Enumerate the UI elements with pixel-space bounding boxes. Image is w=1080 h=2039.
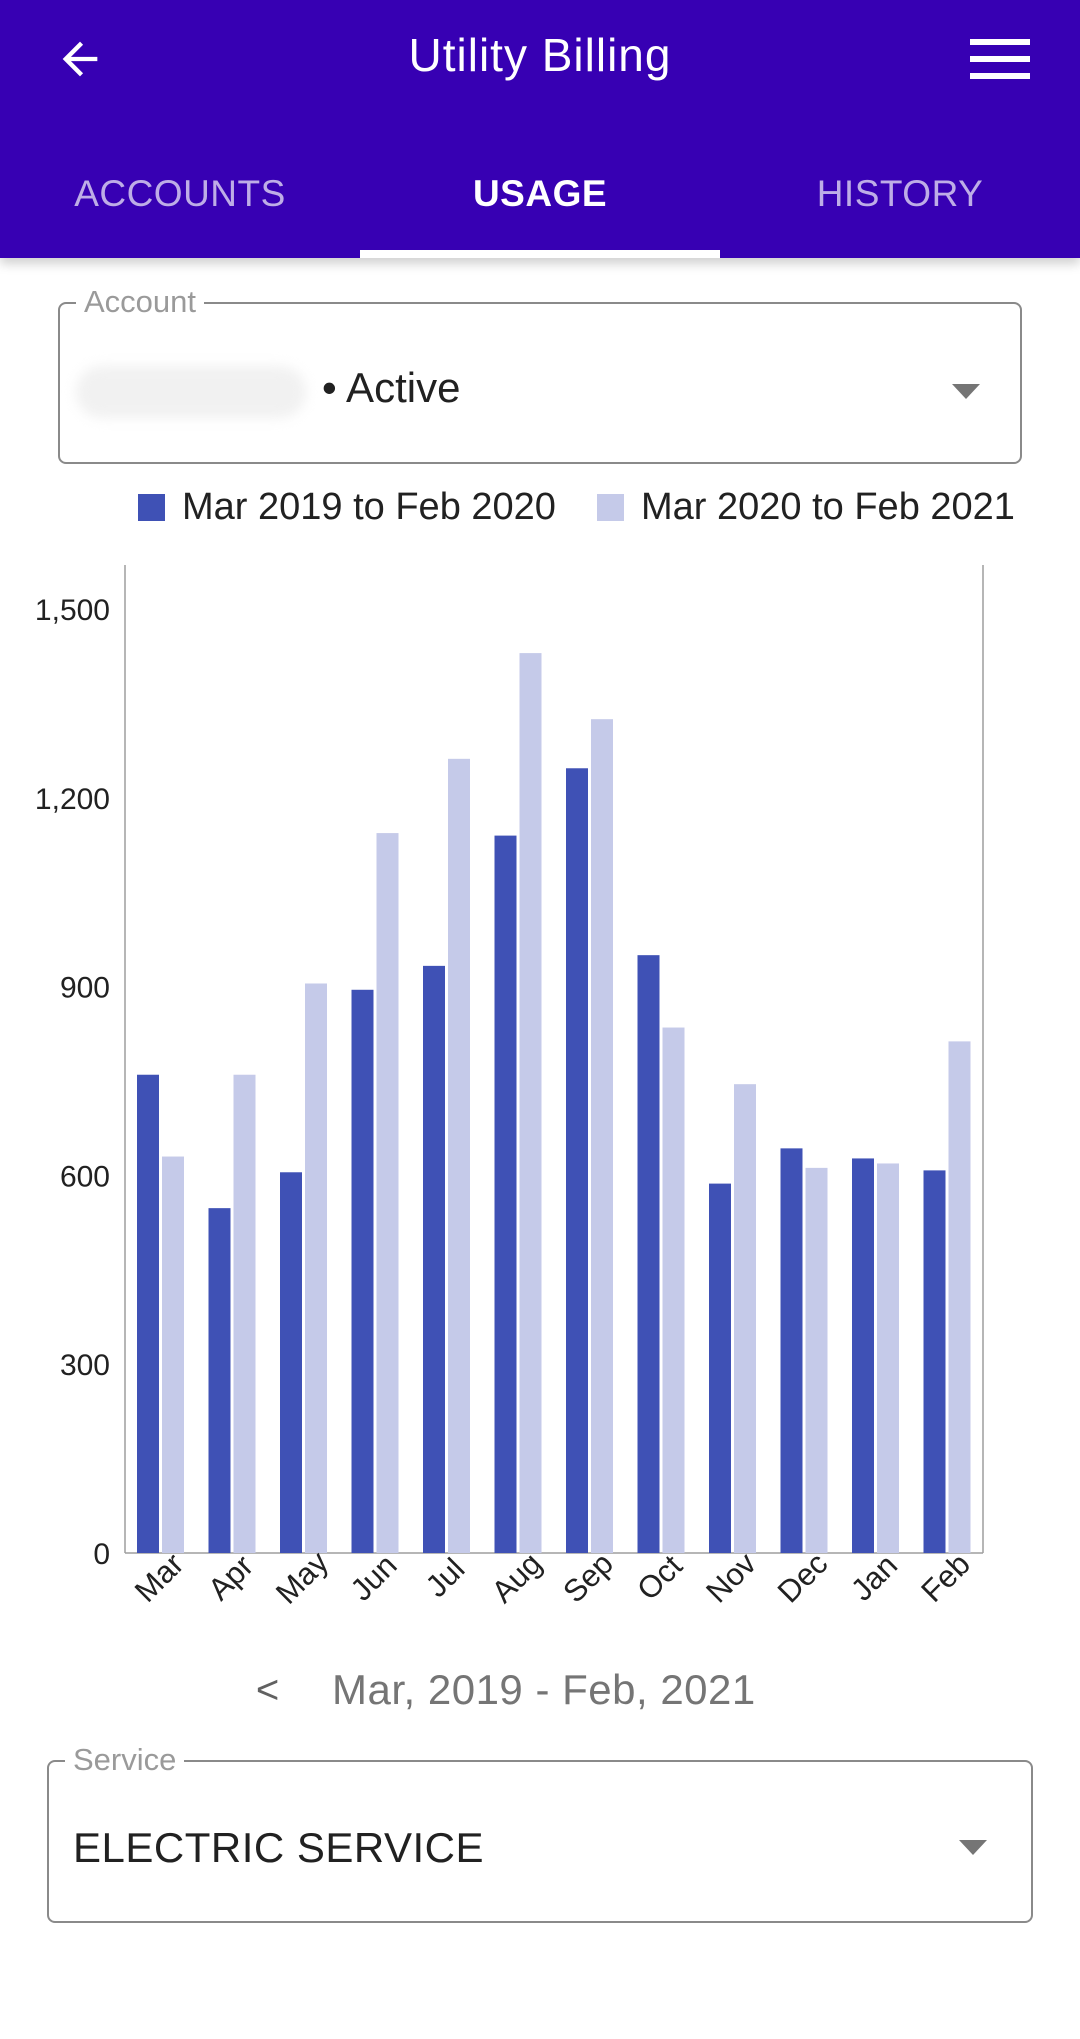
x-tick-label: Jul [419, 1551, 472, 1604]
x-tick-label: Oct [630, 1548, 689, 1607]
period-label: Mar, 2019 - Feb, 2021 [332, 1666, 756, 1713]
x-tick-label: Mar [128, 1546, 191, 1609]
bar-jan-series-1 [852, 1158, 874, 1553]
bar-jun-series-1 [351, 989, 374, 1553]
bar-dec-series-2 [805, 1167, 828, 1553]
bar-nov-series-2 [734, 1084, 756, 1553]
bar-apr-series-1 [208, 1208, 231, 1553]
y-tick-label: 1,200 [35, 783, 110, 816]
bar-aug-series-2 [519, 653, 542, 1553]
account-value: • Active [322, 364, 461, 411]
service-label: Service [65, 1742, 185, 1778]
bar-apr-series-2 [233, 1074, 256, 1553]
menu-button[interactable] [955, 24, 1045, 94]
hamburger-menu-icon [970, 39, 1030, 79]
bar-jan-series-2 [877, 1163, 899, 1553]
period-navigator: < Mar, 2019 - Feb, 2021 [0, 1660, 1080, 1720]
legend-swatch-series-2 [597, 494, 624, 521]
account-label: Account [76, 284, 205, 320]
y-tick-label: 1,500 [35, 594, 110, 627]
bar-sep-series-1 [566, 768, 588, 1553]
bar-may-series-1 [280, 1172, 302, 1553]
legend-label-series-1: Mar 2019 to Feb 2020 [182, 486, 556, 528]
x-tick-label: Nov [699, 1545, 763, 1609]
app-bar: Utility Billing ACCOUNTS USAGE HISTORY [0, 0, 1080, 258]
y-tick-label: 0 [93, 1538, 110, 1571]
x-tick-label: May [269, 1544, 336, 1611]
chart-legend: Mar 2019 to Feb 2020 Mar 2020 to Feb 202… [0, 486, 1080, 546]
bar-feb-series-2 [948, 1041, 971, 1553]
back-button[interactable] [40, 24, 120, 94]
bar-oct-series-1 [637, 955, 660, 1553]
redacted-account-number [76, 366, 306, 418]
x-tick-label: Feb [914, 1546, 977, 1609]
x-tick-label: Dec [771, 1546, 835, 1610]
bar-aug-series-1 [494, 835, 517, 1553]
legend-swatch-series-1 [138, 494, 165, 521]
tab-bar: ACCOUNTS USAGE HISTORY [0, 150, 1080, 258]
previous-period-button[interactable]: < [255, 1668, 280, 1712]
bar-sep-series-2 [591, 719, 613, 1553]
bar-mar-series-1 [137, 1074, 159, 1553]
y-tick-label: 600 [60, 1160, 110, 1193]
x-tick-label: Jun [344, 1548, 404, 1608]
bar-mar-series-2 [162, 1156, 184, 1553]
x-tick-label: Apr [201, 1548, 260, 1607]
chevron-down-icon [952, 384, 980, 399]
y-tick-label: 900 [60, 972, 110, 1005]
tab-accounts[interactable]: ACCOUNTS [74, 173, 286, 214]
tab-usage[interactable]: USAGE [472, 173, 608, 214]
legend-label-series-2: Mar 2020 to Feb 2021 [641, 486, 1015, 528]
chevron-down-icon [959, 1840, 987, 1855]
active-tab-indicator [360, 250, 720, 258]
service-select[interactable]: Service ELECTRIC SERVICE [47, 1742, 1033, 1923]
x-tick-label: Aug [485, 1546, 549, 1610]
bar-feb-series-1 [923, 1170, 946, 1553]
x-tick-label: Jan [844, 1548, 904, 1608]
bar-jun-series-2 [376, 833, 399, 1553]
app-title: Utility Billing [408, 29, 672, 81]
bar-jul-series-2 [448, 758, 470, 1553]
bar-may-series-2 [305, 983, 327, 1553]
legend-item-series-2: Mar 2020 to Feb 2021 [597, 486, 1015, 529]
bar-nov-series-1 [709, 1183, 731, 1553]
account-select[interactable]: Account • Active [58, 284, 1022, 464]
service-value: ELECTRIC SERVICE [73, 1824, 484, 1871]
bar-jul-series-1 [423, 965, 445, 1553]
tab-history[interactable]: HISTORY [816, 173, 984, 214]
x-tick-label: Sep [556, 1546, 620, 1610]
arrow-left-icon [62, 41, 98, 77]
legend-item-series-1: Mar 2019 to Feb 2020 [138, 486, 556, 529]
bar-dec-series-1 [780, 1148, 803, 1553]
bar-oct-series-2 [662, 1027, 685, 1553]
y-tick-label: 300 [60, 1349, 110, 1382]
usage-bar-chart: 0 300 600 900 1,200 1,500 Mar Apr May Jun Jul Aug Se… [35, 565, 984, 1611]
